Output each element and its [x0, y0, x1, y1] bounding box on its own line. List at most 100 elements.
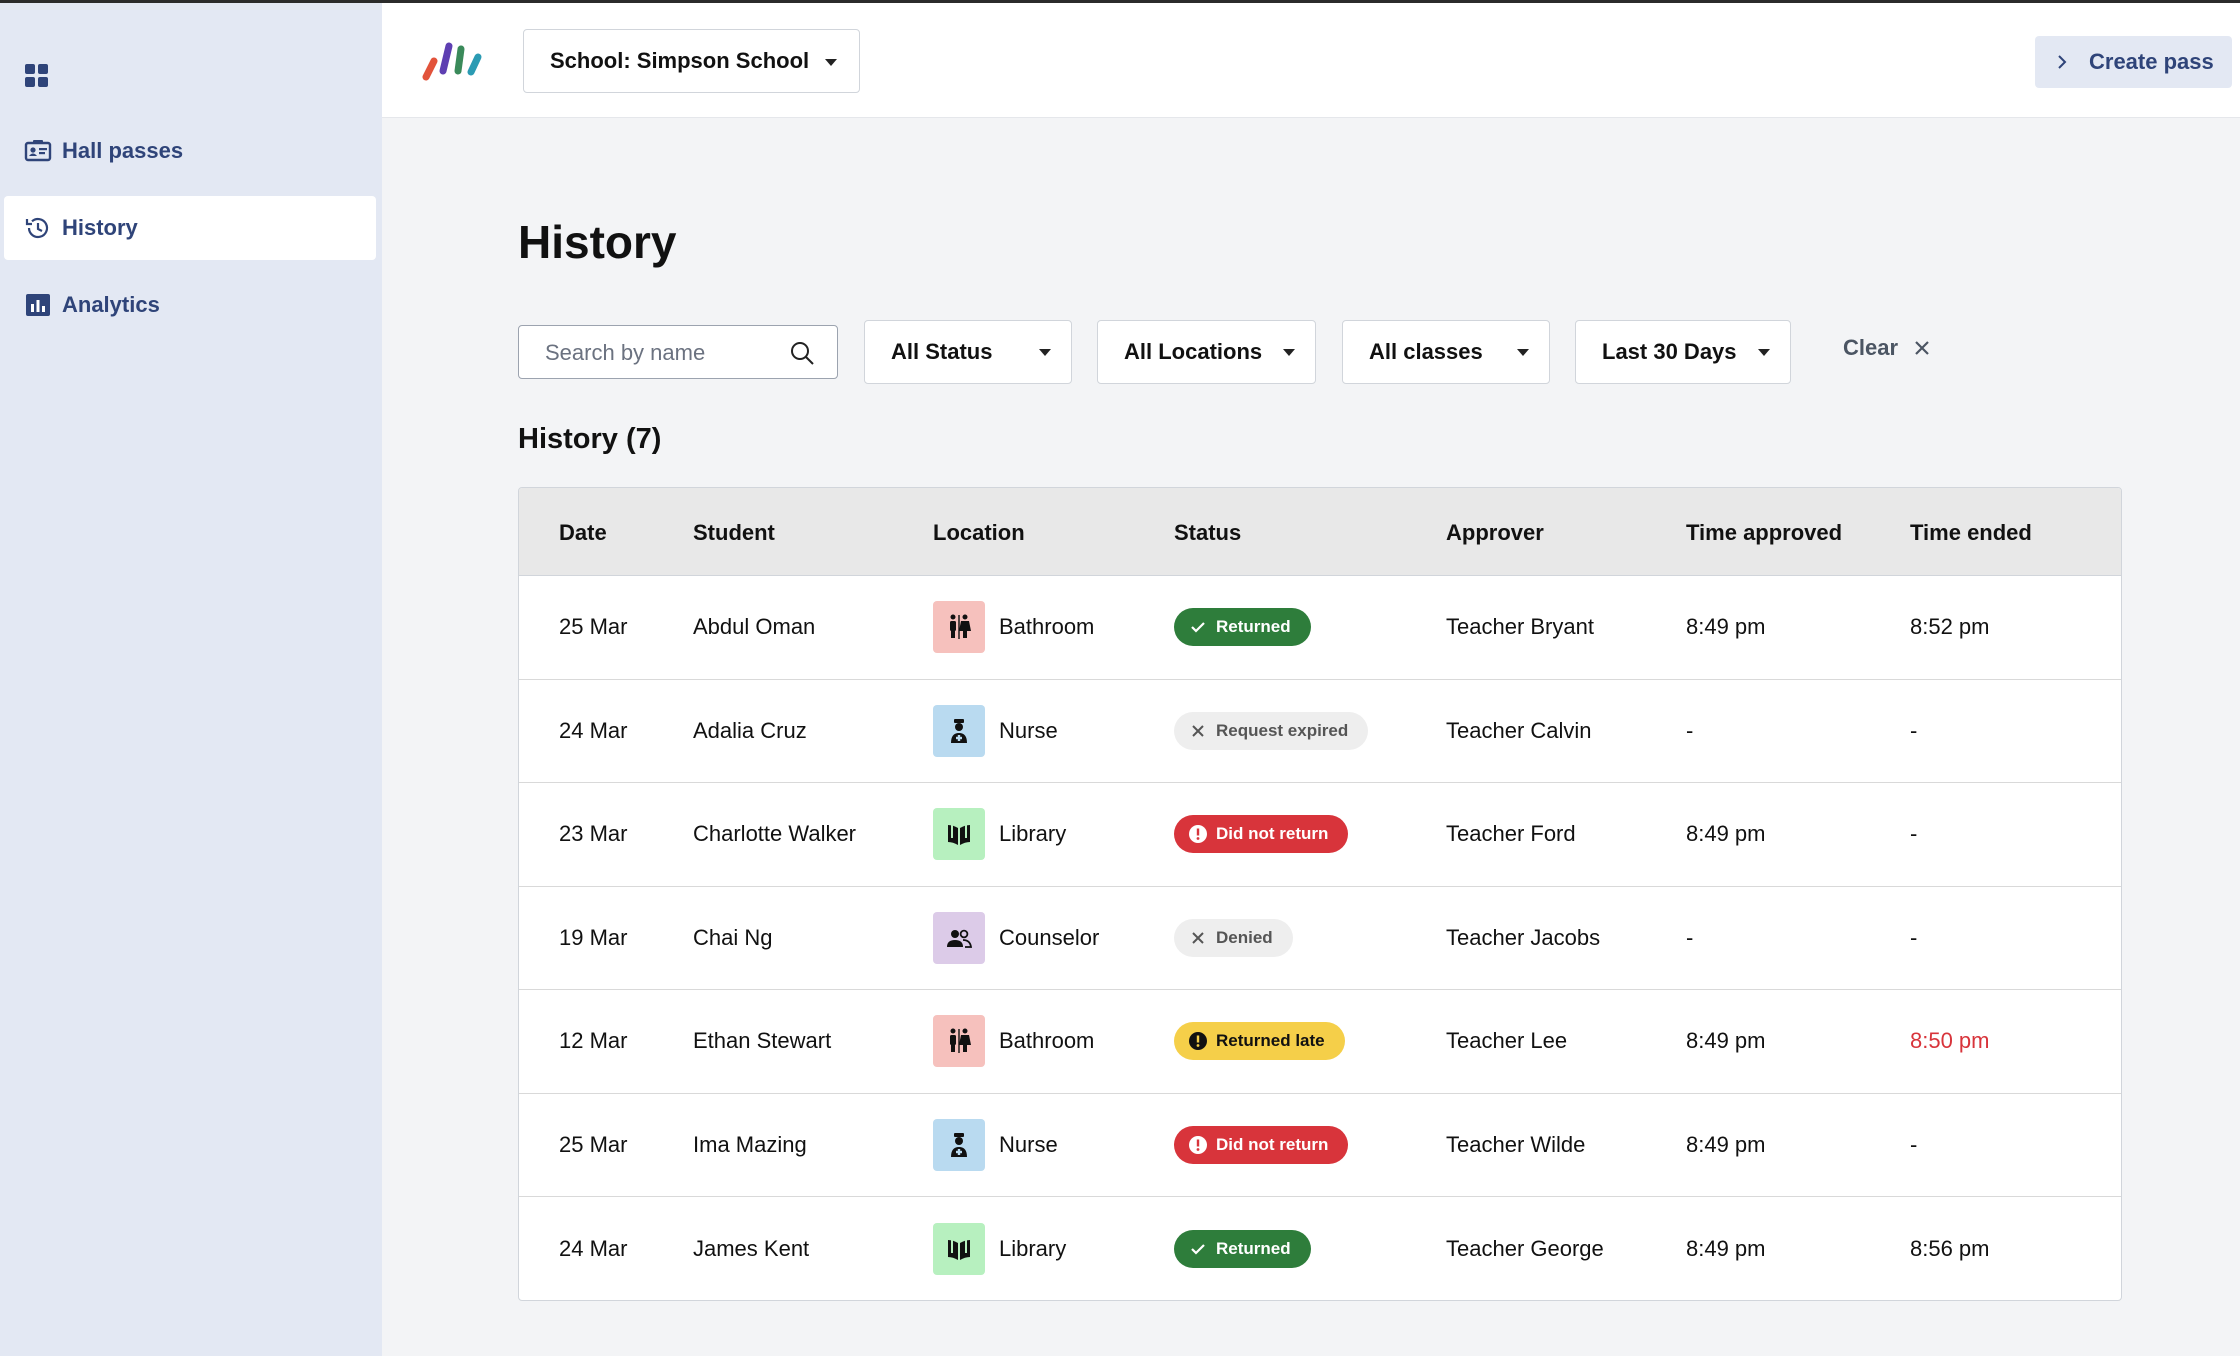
search-field[interactable]	[518, 325, 838, 379]
search-input[interactable]	[545, 338, 785, 368]
status-badge: Returned	[1174, 1229, 1311, 1268]
table-row[interactable]: 12 Mar Ethan Stewart Bathroom Returned l…	[519, 990, 2121, 1094]
cell-student: Chai Ng	[693, 924, 773, 950]
page-title: History	[518, 216, 677, 268]
cell-time-ended: -	[1910, 821, 1918, 847]
table-row[interactable]: 25 Mar Ima Mazing Nurse Did not return T…	[519, 1094, 2121, 1197]
class-filter[interactable]: All classes	[1342, 320, 1550, 384]
location-filter-value: All Locations	[1124, 339, 1263, 364]
alert-circle-icon	[1189, 825, 1207, 844]
chevron-down-icon	[825, 59, 837, 66]
status-label: Returned late	[1216, 1031, 1325, 1051]
library-icon	[933, 1222, 985, 1275]
cell-date: 24 Mar	[559, 1235, 628, 1261]
cell-date: 12 Mar	[559, 1028, 628, 1054]
school-select[interactable]: School: Simpson School	[523, 29, 860, 93]
cell-location: Bathroom	[999, 1028, 1095, 1054]
date-range-filter-value: Last 30 Days	[1602, 339, 1737, 364]
cell-time-approved: 8:49 pm	[1686, 1235, 1766, 1261]
alert-circle-icon	[1189, 1135, 1207, 1154]
cell-student: James Kent	[693, 1235, 810, 1261]
id-card-icon	[24, 140, 52, 162]
check-icon	[1191, 622, 1205, 633]
cell-time-approved: 8:49 pm	[1686, 1131, 1766, 1157]
history-table: Date Student Location Status Approver Ti…	[518, 487, 2122, 1301]
header-approver[interactable]: Approver	[1446, 520, 1544, 545]
app-logo-icon	[422, 42, 482, 81]
cell-approver: Teacher Bryant	[1446, 614, 1594, 640]
status-filter-value: All Status	[891, 339, 993, 364]
cell-student: Abdul Oman	[693, 614, 816, 640]
cell-approver: Teacher Calvin	[1446, 717, 1592, 743]
status-badge: Returned	[1174, 608, 1311, 647]
sidebar: Hall passes History Analytics	[0, 3, 382, 1356]
create-pass-label: Create pass	[2089, 49, 2214, 74]
library-icon	[933, 808, 985, 861]
cell-date: 24 Mar	[559, 717, 628, 743]
status-badge: Denied	[1174, 918, 1293, 957]
section-title: History (7)	[518, 423, 662, 455]
cell-time-approved: -	[1686, 717, 1694, 743]
cell-time-ended: -	[1910, 717, 1918, 743]
cell-time-approved: 8:49 pm	[1686, 821, 1766, 847]
cell-student: Ima Mazing	[693, 1131, 807, 1157]
status-label: Denied	[1216, 927, 1273, 947]
table-row[interactable]: 24 Mar James Kent Library Returned Teach…	[519, 1197, 2121, 1300]
search-icon[interactable]	[789, 340, 815, 366]
bar-chart-icon	[26, 294, 50, 316]
chevron-down-icon	[1758, 349, 1770, 356]
status-filter[interactable]: All Status	[864, 320, 1072, 384]
table-row[interactable]: 19 Mar Chai Ng Counselor Denied Teacher …	[519, 887, 2121, 990]
table-header: Date Student Location Status Approver Ti…	[519, 488, 2121, 576]
sidebar-item-label: Hall passes	[62, 138, 184, 163]
cell-time-ended: -	[1910, 924, 1918, 950]
school-select-value: School: Simpson School	[550, 48, 810, 73]
cell-time-approved: -	[1686, 924, 1694, 950]
table-row[interactable]: 24 Mar Adalia Cruz Nurse Request expired…	[519, 680, 2121, 783]
cell-student: Adalia Cruz	[693, 717, 807, 743]
location-filter[interactable]: All Locations	[1097, 320, 1316, 384]
status-label: Did not return	[1216, 1134, 1329, 1154]
cell-time-approved: 8:49 pm	[1686, 614, 1766, 640]
header-location[interactable]: Location	[933, 520, 1025, 545]
sidebar-item-label: History	[62, 215, 138, 240]
cell-approver: Teacher Lee	[1446, 1028, 1568, 1054]
cell-date: 25 Mar	[559, 614, 628, 640]
nurse-icon	[933, 704, 985, 757]
counselor-icon	[933, 911, 985, 964]
status-label: Returned	[1216, 1238, 1291, 1258]
clear-filters-button[interactable]: Clear	[1843, 335, 1932, 361]
cell-time-ended: 8:52 pm	[1910, 614, 1990, 640]
chevron-down-icon	[1517, 349, 1529, 356]
cell-location: Nurse	[999, 1131, 1058, 1157]
table-row[interactable]: 25 Mar Abdul Oman Bathroom Returned Teac…	[519, 576, 2121, 680]
sidebar-item-history[interactable]: History	[4, 196, 376, 260]
header-time-approved[interactable]: Time approved	[1686, 520, 1843, 545]
status-label: Did not return	[1216, 824, 1329, 844]
cell-date: 23 Mar	[559, 821, 628, 847]
chevron-down-icon	[1039, 349, 1051, 356]
table-row[interactable]: 23 Mar Charlotte Walker Library Did not …	[519, 783, 2121, 887]
status-label: Returned	[1216, 617, 1291, 637]
close-icon	[1915, 341, 1929, 355]
header-time-ended[interactable]: Time ended	[1910, 520, 2032, 545]
nurse-icon	[933, 1118, 985, 1171]
cell-approver: Teacher Wilde	[1446, 1131, 1586, 1157]
header-student[interactable]: Student	[693, 520, 775, 545]
cell-approver: Teacher Ford	[1446, 821, 1576, 847]
sidebar-item-hall-passes[interactable]: Hall passes	[4, 119, 376, 183]
cell-location: Library	[999, 1235, 1067, 1261]
cell-time-ended: 8:56 pm	[1910, 1235, 1990, 1261]
cell-location: Library	[999, 821, 1067, 847]
status-badge: Did not return	[1174, 1125, 1349, 1164]
cell-approver: Teacher George	[1446, 1235, 1604, 1261]
date-range-filter[interactable]: Last 30 Days	[1575, 320, 1791, 384]
bathroom-icon	[933, 1015, 985, 1068]
status-badge: Request expired	[1174, 711, 1369, 750]
header-status[interactable]: Status	[1174, 520, 1242, 545]
create-pass-button[interactable]: Create pass	[2035, 36, 2232, 88]
dashboard-grid-icon[interactable]	[24, 63, 50, 89]
sidebar-item-analytics[interactable]: Analytics	[4, 273, 376, 337]
alert-circle-icon	[1189, 1032, 1207, 1051]
header-date[interactable]: Date	[559, 520, 607, 545]
